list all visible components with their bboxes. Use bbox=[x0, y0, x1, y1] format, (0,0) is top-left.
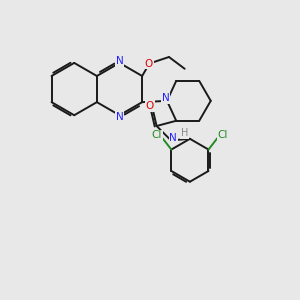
Text: N: N bbox=[169, 133, 177, 143]
Text: O: O bbox=[145, 58, 153, 68]
Text: H: H bbox=[181, 128, 188, 138]
Text: N: N bbox=[162, 93, 170, 103]
Text: O: O bbox=[146, 101, 154, 111]
Text: Cl: Cl bbox=[218, 130, 228, 140]
Text: N: N bbox=[116, 56, 123, 66]
Text: Cl: Cl bbox=[152, 130, 162, 140]
Text: N: N bbox=[116, 112, 123, 122]
